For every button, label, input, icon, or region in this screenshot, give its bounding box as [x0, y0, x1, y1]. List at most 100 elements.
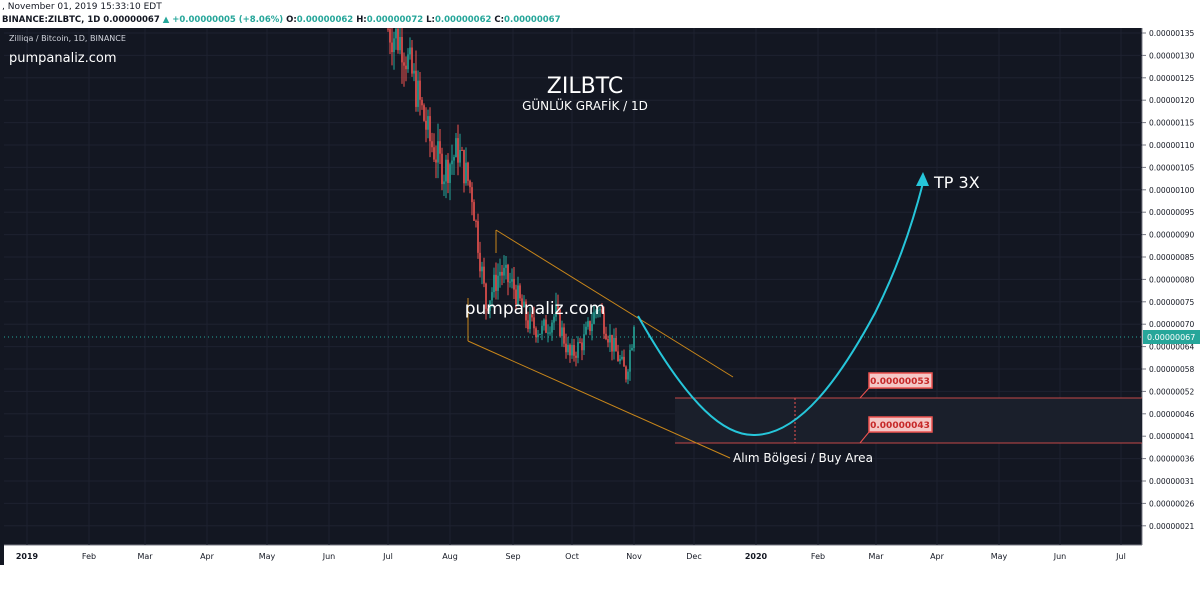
time-tick-label: Dec: [686, 552, 701, 561]
candle: [633, 326, 635, 348]
candle: [457, 138, 459, 163]
candle: [415, 70, 417, 107]
candle: [501, 271, 503, 276]
candle: [535, 328, 537, 338]
candle: [597, 310, 599, 312]
projection-curve[interactable]: [637, 182, 924, 437]
candle: [557, 304, 559, 310]
candle: [525, 301, 527, 321]
buy-area-label: Alım Bölgesi / Buy Area: [733, 451, 873, 465]
time-axis[interactable]: [4, 545, 1142, 565]
candle: [589, 321, 591, 332]
candle: [441, 153, 443, 185]
candle: [519, 285, 521, 299]
price-tick-label: 0.00000075: [1149, 298, 1195, 307]
candle: [451, 160, 453, 165]
header-low-label: L:: [426, 15, 435, 25]
chart-subtitle: GÜNLÜK GRAFİK / 1D: [522, 97, 648, 113]
price-tick-label: 0.00000070: [1149, 320, 1195, 329]
upper-level-label[interactable]: 0.00000053: [868, 372, 933, 389]
candle: [485, 283, 487, 309]
time-tick-label: 2019: [16, 552, 39, 561]
candle: [397, 28, 399, 51]
candle: [507, 264, 509, 283]
candle: [463, 150, 465, 184]
projection-arrowhead-icon: [916, 172, 929, 186]
candle: [529, 314, 531, 329]
candle: [515, 289, 517, 305]
candle: [393, 38, 395, 53]
chart-pane[interactable]: 0.00000135 0.00000130 0.00000125 0.00000120…: [0, 28, 1200, 565]
candle: [419, 80, 421, 100]
current-price-badge: [1143, 330, 1200, 344]
candle: [455, 138, 457, 158]
candle: [437, 141, 439, 163]
candle: [591, 323, 593, 332]
header-close-label: C:: [494, 15, 505, 25]
candlestick-series: [387, 28, 635, 385]
price-tick-label: 0.00000026: [1149, 499, 1195, 508]
price-tick-label: 0.00000046: [1149, 410, 1195, 419]
candle: [443, 181, 445, 185]
candle: [631, 347, 633, 351]
price-tick-label: 0.00000036: [1149, 455, 1195, 464]
candle: [413, 70, 415, 74]
candle: [585, 326, 587, 335]
candle: [491, 292, 493, 301]
candle: [543, 319, 545, 326]
upper-level-text: 0.00000053: [870, 377, 930, 387]
time-tick-label: Nov: [626, 552, 642, 561]
candle: [527, 320, 529, 329]
candle: [471, 187, 473, 203]
chart-title: ZILBTC: [547, 74, 623, 99]
candle: [435, 159, 437, 163]
lower-level-text: 0.00000043: [870, 421, 930, 431]
candle: [461, 149, 463, 151]
time-axis-labels: 2019 Feb Mar Apr May Jun Jul Aug Sep Oct Nov Dec 202…: [16, 552, 1126, 561]
candle: [565, 343, 567, 353]
candle: [531, 314, 533, 318]
candle: [411, 47, 413, 74]
time-tick-label: Jul: [1115, 552, 1126, 561]
price-tick-label: 0.00000105: [1149, 163, 1195, 172]
candle: [599, 309, 601, 311]
candle: [587, 321, 589, 327]
up-triangle-icon: ▲: [162, 15, 170, 25]
candle: [499, 271, 501, 276]
candle: [537, 334, 539, 338]
candle: [549, 332, 551, 334]
price-tick-label: 0.00000064: [1149, 343, 1195, 352]
price-tick-label: 0.00000090: [1149, 231, 1195, 240]
candle: [611, 334, 613, 352]
time-tick-label: May: [991, 552, 1008, 561]
candle: [621, 356, 623, 359]
channel-lower-line[interactable]: [467, 340, 731, 459]
header-symbol[interactable]: BINANCE:ZILBTC, 1D: [2, 15, 101, 25]
price-tick-label: 0.00000041: [1149, 432, 1195, 441]
candle: [427, 116, 429, 130]
candle: [513, 278, 515, 290]
price-axis[interactable]: [1142, 28, 1200, 565]
candle: [583, 334, 585, 351]
time-tick-label: Sep: [505, 552, 520, 561]
candle: [401, 37, 403, 63]
header-high: 0.00000072: [366, 15, 424, 25]
time-tick-label: Feb: [811, 552, 825, 561]
candle: [503, 267, 505, 276]
candle: [483, 266, 485, 284]
candle: [623, 356, 625, 367]
candle: [547, 332, 549, 334]
lower-level-label[interactable]: 0.00000043: [868, 416, 933, 433]
header-open: 0.00000062: [296, 15, 354, 25]
price-tick-label: 0.00000058: [1149, 365, 1195, 374]
price-chart[interactable]: 0.00000135 0.00000130 0.00000125 0.00000120…: [0, 28, 1200, 565]
header-ohlc: BINANCE:ZILBTC, 1D 0.00000067 ▲ +0.00000…: [2, 15, 561, 25]
candle: [579, 342, 581, 344]
time-tick-label: Jul: [382, 552, 393, 561]
candle: [609, 334, 611, 343]
candle: [493, 274, 495, 293]
candle: [569, 344, 571, 356]
channel-upper-line[interactable]: [495, 229, 734, 378]
candle: [395, 28, 397, 39]
series-legend[interactable]: Zilliqa / Bitcoin, 1D, BINANCE: [9, 34, 126, 43]
